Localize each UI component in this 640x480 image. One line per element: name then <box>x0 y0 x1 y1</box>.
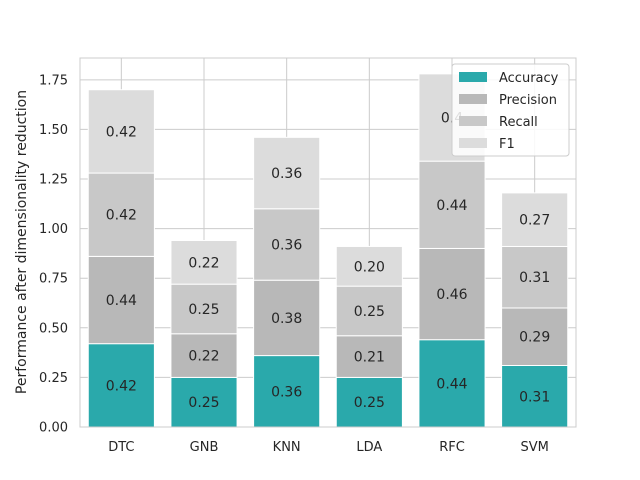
bar-segment-f1 <box>87 89 155 174</box>
bar-segment-precision <box>253 279 321 357</box>
bar-segment-f1 <box>253 136 321 210</box>
x-tick-label: LDA <box>356 440 382 455</box>
bar-segment-accuracy <box>170 376 238 428</box>
bar-segment-recall <box>253 208 321 281</box>
data-label: 0.22 <box>188 349 219 365</box>
data-label: 0.42 <box>106 378 137 394</box>
data-label: 0.25 <box>188 302 219 318</box>
bar-segment-accuracy <box>253 355 321 428</box>
bar-segment-accuracy <box>335 376 403 428</box>
data-label: 0.20 <box>354 259 385 275</box>
y-tick-label: 0.50 <box>39 321 68 336</box>
y-tick-label: 1.50 <box>39 123 68 138</box>
data-label: 0.44 <box>436 198 467 214</box>
bar-segment-accuracy <box>87 343 155 428</box>
y-tick-label: 1.25 <box>39 173 68 188</box>
bar-segment-recall <box>418 160 486 249</box>
bar-segment-f1 <box>501 192 569 247</box>
bar-segment-recall <box>501 245 569 309</box>
x-tick-labels: DTC GNB KNN LDA RFC SVM <box>108 440 549 455</box>
bar-segment-recall <box>335 285 403 337</box>
legend: Accuracy Precision Recall F1 <box>451 63 570 157</box>
data-label: 0.27 <box>519 213 550 229</box>
legend-label-recall: Recall <box>499 115 538 130</box>
bars <box>87 73 569 428</box>
x-tick-label: RFC <box>439 440 465 455</box>
bar-segment-precision <box>170 333 238 378</box>
data-label: 0.36 <box>271 237 302 253</box>
data-label: 0.36 <box>271 166 302 182</box>
data-label: 0.25 <box>188 395 219 411</box>
data-label: 0.42 <box>106 208 137 224</box>
bar-segment-precision <box>501 307 569 366</box>
bar-segment-accuracy <box>418 339 486 428</box>
legend-box <box>451 63 570 157</box>
legend-label-accuracy: Accuracy <box>499 71 559 86</box>
y-tick-label: 0.75 <box>39 272 68 287</box>
data-label: 0.21 <box>354 350 385 366</box>
data-label: 0.36 <box>271 384 302 400</box>
legend-swatch-f1 <box>459 138 487 148</box>
bar-segment-recall <box>170 283 238 335</box>
y-tick-labels: 0.00 0.25 0.50 0.75 1.00 1.25 1.50 1.75 <box>39 73 68 435</box>
bar-segment-precision <box>335 335 403 378</box>
legend-swatch-accuracy <box>459 72 487 82</box>
data-label: 0.46 <box>436 287 467 303</box>
y-tick-label: 1.75 <box>39 73 68 88</box>
y-tick-label: 0.25 <box>39 371 68 386</box>
y-tick-label: 0.00 <box>39 421 68 436</box>
bar-segment-recall <box>87 172 155 257</box>
data-label: 0.31 <box>519 389 550 405</box>
bar-value-labels: 0.42 0.25 0.36 0.25 0.44 0.31 0.44 0.22 0.38 0.21… <box>106 111 551 412</box>
y-tick-label: 1.00 <box>39 222 68 237</box>
data-label: 0.44 <box>436 376 467 392</box>
x-tick-label: KNN <box>273 440 301 455</box>
data-label: 0.42 <box>106 124 137 140</box>
legend-label-f1: F1 <box>499 137 515 152</box>
legend-label-precision: Precision <box>499 93 557 108</box>
y-axis-label: Performance after dimensionality reducti… <box>14 90 30 394</box>
legend-swatch-recall <box>459 116 487 126</box>
legend-swatch-precision <box>459 94 487 104</box>
x-tick-label: GNB <box>190 440 219 455</box>
plot-frame <box>79 57 577 428</box>
data-label: 0.29 <box>519 330 550 346</box>
bar-segment-f1 <box>335 245 403 287</box>
x-tick-label: DTC <box>108 440 134 455</box>
data-label: 0.25 <box>354 395 385 411</box>
x-tick-label: SVM <box>520 440 548 455</box>
bar-segment-accuracy <box>501 365 569 428</box>
data-label: 0.25 <box>354 304 385 320</box>
bar-segment-f1 <box>170 240 238 285</box>
data-label: 0.38 <box>271 311 302 327</box>
data-label: 0.44 <box>106 293 137 309</box>
data-label: 0.22 <box>188 255 219 271</box>
data-label: 0.31 <box>519 270 550 286</box>
